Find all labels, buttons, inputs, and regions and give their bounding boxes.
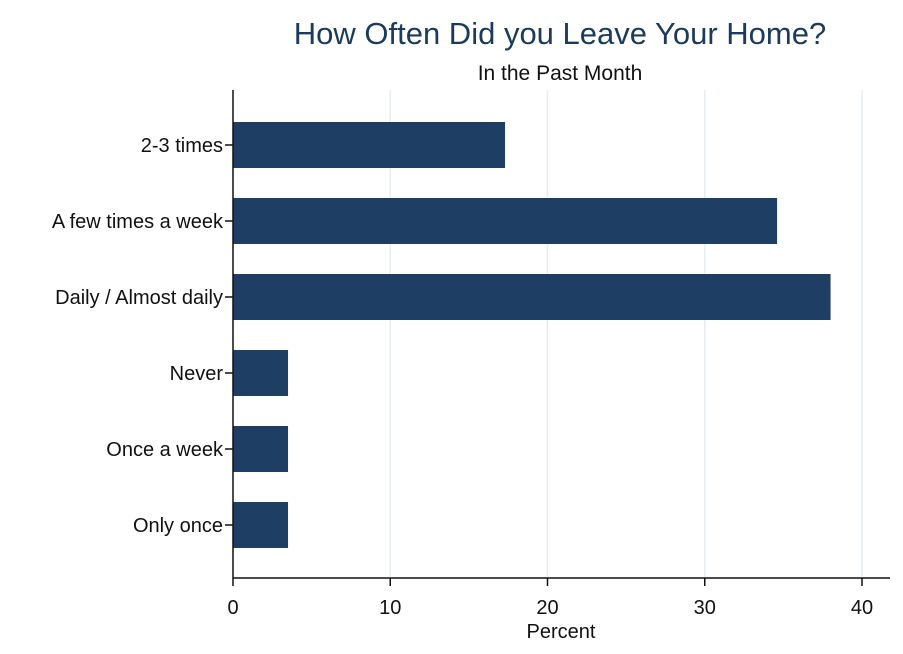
gridlines xyxy=(389,90,863,578)
bar-once-a-week xyxy=(233,426,289,472)
chart-title: How Often Did you Leave Your Home? xyxy=(294,16,826,51)
bar-never xyxy=(233,350,289,396)
x-tick-label-40: 40 xyxy=(851,597,873,619)
x-tick-label-10: 10 xyxy=(379,597,401,619)
bar-daily-almost-daily xyxy=(233,274,831,320)
category-label-daily-almost-daily: Daily / Almost daily xyxy=(55,287,223,309)
category-label-2-3-times: 2-3 times xyxy=(141,135,223,157)
category-label-only-once: Only once xyxy=(133,515,223,537)
bar-a-few-times-a-week xyxy=(233,198,778,244)
bars xyxy=(233,122,831,548)
x-axis-ticks: 0 10 20 30 40 xyxy=(227,578,873,619)
category-label-once-a-week: Once a week xyxy=(106,439,224,461)
category-labels: 2-3 times A few times a week Daily / Almos… xyxy=(52,135,233,537)
chart-subtitle: In the Past Month xyxy=(478,62,643,85)
x-tick-label-30: 30 xyxy=(694,597,716,619)
category-label-never: Never xyxy=(170,363,224,385)
x-tick-label-0: 0 xyxy=(227,597,238,619)
category-label-a-few-times-a-week: A few times a week xyxy=(52,211,224,233)
bar-2-3-times xyxy=(233,122,506,168)
x-tick-label-20: 20 xyxy=(536,597,558,619)
bar-only-once xyxy=(233,502,289,548)
x-axis-title: Percent xyxy=(527,621,596,643)
